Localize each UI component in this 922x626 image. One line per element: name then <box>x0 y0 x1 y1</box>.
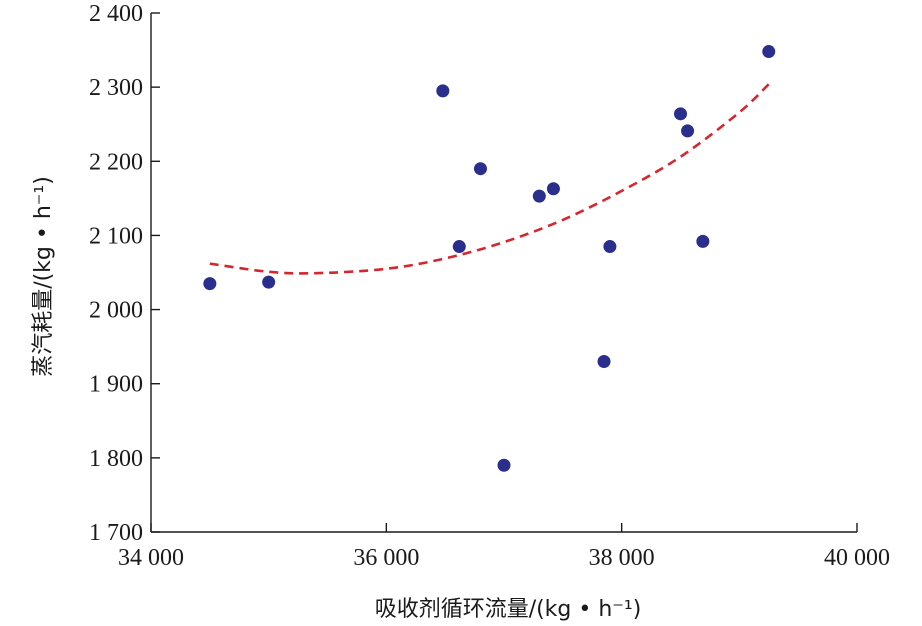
axes <box>150 13 857 533</box>
data-point <box>546 182 560 196</box>
x-tick-label: 36 000 <box>353 545 419 571</box>
data-point <box>497 458 511 472</box>
y-tick-label: 2 300 <box>89 75 143 101</box>
data-point <box>473 162 487 176</box>
data-point <box>203 277 217 291</box>
y-axis-title: 蒸汽耗量/(kg • h⁻¹) <box>31 176 56 377</box>
x-axis-ticks: 34 000 36 000 38 000 40 000 <box>118 523 890 571</box>
trend-curve <box>209 83 770 275</box>
data-point <box>603 240 617 254</box>
y-tick-label: 2 200 <box>89 149 143 175</box>
x-tick-label: 38 000 <box>589 545 655 571</box>
y-axis-ticks: 1 700 1 800 1 900 2 000 2 100 2 200 2 300 2 400 <box>89 1 160 546</box>
y-tick-label: 2 100 <box>89 223 143 249</box>
data-point <box>681 124 695 138</box>
data-point <box>436 84 450 98</box>
x-tick-label: 40 000 <box>824 545 890 571</box>
data-point <box>597 354 611 368</box>
data-points <box>203 45 776 472</box>
data-point <box>674 107 687 121</box>
x-axis-title: 吸收剂循环流量/(kg • h⁻¹) <box>375 597 642 622</box>
data-point <box>262 275 276 289</box>
y-tick-label: 1 800 <box>89 446 143 472</box>
data-point <box>532 189 546 203</box>
data-point <box>762 45 776 59</box>
data-point <box>696 234 710 248</box>
y-tick-label: 1 700 <box>89 520 143 546</box>
x-tick-label: 34 000 <box>118 545 184 571</box>
y-tick-label: 2 000 <box>89 298 143 324</box>
y-tick-label: 1 900 <box>89 372 143 398</box>
y-tick-label: 2 400 <box>89 1 143 27</box>
data-point <box>452 240 466 254</box>
